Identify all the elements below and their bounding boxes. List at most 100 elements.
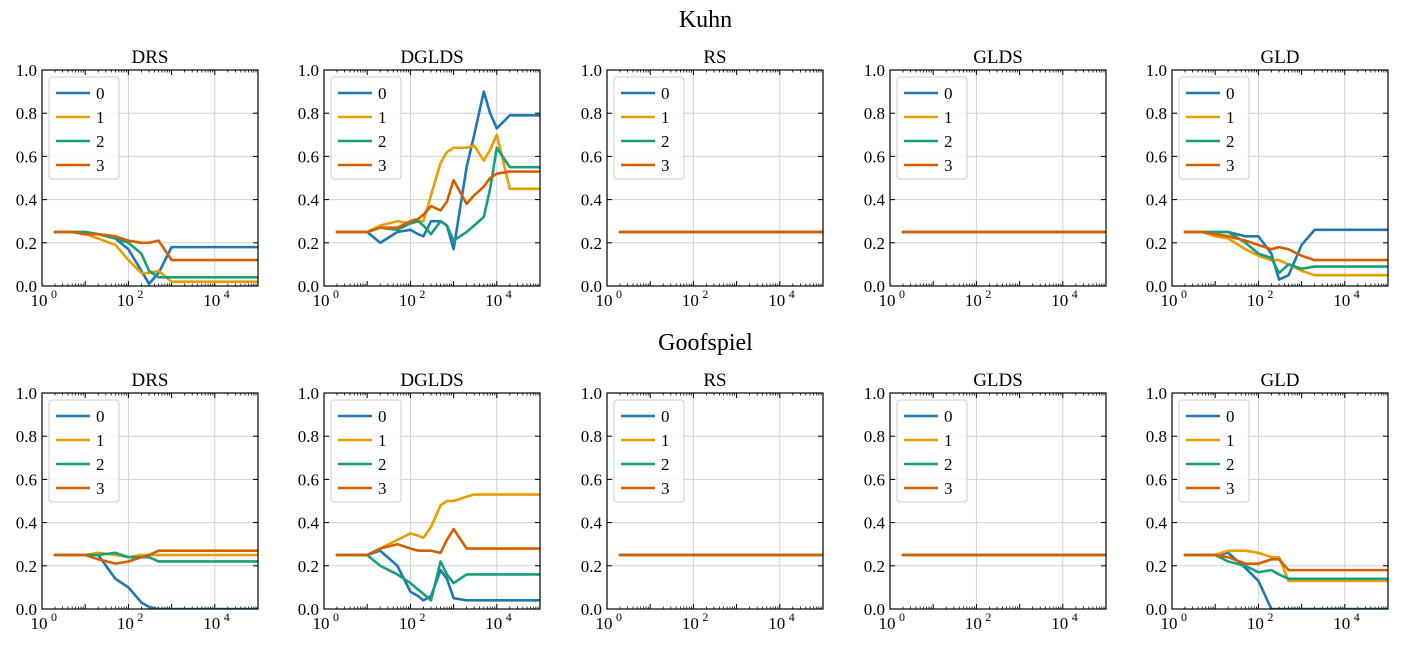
x-tick-label: 10 bbox=[31, 614, 48, 633]
legend-label-2: 2 bbox=[96, 132, 105, 151]
y-tick-label: 1.0 bbox=[1146, 384, 1167, 403]
x-tick-label: 10 bbox=[682, 614, 699, 633]
series-line-1 bbox=[335, 493, 540, 557]
x-tick-label: 10 bbox=[1333, 614, 1350, 633]
series-line-3 bbox=[335, 170, 540, 234]
legend-label-0: 0 bbox=[944, 84, 953, 103]
series-group bbox=[53, 230, 258, 286]
y-tick-label: 0.8 bbox=[581, 104, 602, 123]
x-tick-label: 10 bbox=[768, 291, 785, 310]
x-tick-label: 10 bbox=[596, 291, 613, 310]
x-tick-label: 10 bbox=[313, 614, 330, 633]
series-line-3 bbox=[53, 230, 258, 262]
y-tick-label: 0.0 bbox=[1146, 277, 1167, 296]
y-tick-label: 1.0 bbox=[16, 384, 37, 403]
legend-label-1: 1 bbox=[944, 431, 953, 450]
y-tick-label: 0.2 bbox=[16, 557, 37, 576]
legend-label-0: 0 bbox=[661, 407, 670, 426]
legend: 0 1 2 3 bbox=[613, 399, 685, 503]
series-group bbox=[335, 493, 540, 602]
x-tick-label: 10 bbox=[965, 291, 982, 310]
y-tick-label: 0.6 bbox=[298, 147, 319, 166]
x-tick-label-exponent: 0 bbox=[899, 287, 905, 301]
x-tick-label-exponent: 2 bbox=[137, 610, 143, 624]
series-line-2 bbox=[53, 230, 258, 279]
legend-label-2: 2 bbox=[1226, 132, 1235, 151]
legend-label-2: 2 bbox=[378, 455, 387, 474]
x-tick-label-exponent: 2 bbox=[1267, 610, 1273, 624]
legend-label-0: 0 bbox=[944, 407, 953, 426]
x-tick-label: 10 bbox=[1161, 291, 1178, 310]
x-tick-label: 10 bbox=[1247, 614, 1264, 633]
y-tick-label: 0.8 bbox=[298, 104, 319, 123]
x-tick-label-exponent: 2 bbox=[702, 287, 708, 301]
y-tick-label: 0.8 bbox=[1146, 427, 1167, 446]
legend: 0 1 2 3 bbox=[1178, 76, 1250, 180]
x-tick-label-exponent: 4 bbox=[789, 610, 795, 624]
x-tick-label-exponent: 0 bbox=[333, 287, 339, 301]
x-tick-label: 10 bbox=[1051, 614, 1068, 633]
y-tick-label: 0.2 bbox=[298, 234, 319, 253]
legend-label-2: 2 bbox=[661, 455, 670, 474]
y-tick-label: 0.2 bbox=[581, 234, 602, 253]
legend: 0 1 2 3 bbox=[896, 399, 968, 503]
legend-box bbox=[896, 399, 968, 503]
legend-label-2: 2 bbox=[944, 455, 953, 474]
y-tick-label: 0.4 bbox=[1146, 514, 1168, 533]
panel-frame bbox=[1171, 392, 1389, 610]
panel-title: RS bbox=[703, 370, 726, 391]
x-tick-label-exponent: 2 bbox=[1267, 287, 1273, 301]
legend-label-1: 1 bbox=[1226, 108, 1235, 127]
y-tick-label: 0.2 bbox=[864, 557, 885, 576]
legend-label-1: 1 bbox=[378, 431, 387, 450]
x-tick-label: 10 bbox=[1051, 291, 1068, 310]
x-tick-label: 10 bbox=[682, 291, 699, 310]
legend-label-0: 0 bbox=[96, 407, 105, 426]
panel-title: GLDS bbox=[973, 370, 1023, 391]
series-line-3 bbox=[335, 527, 540, 557]
legend-label-2: 2 bbox=[378, 132, 387, 151]
y-tick-label: 0.0 bbox=[16, 600, 37, 619]
y-tick-label: 0.0 bbox=[298, 600, 319, 619]
series-group bbox=[53, 549, 258, 609]
y-tick-label: 1.0 bbox=[298, 61, 319, 80]
y-tick-label: 0.6 bbox=[16, 470, 37, 489]
legend-label-1: 1 bbox=[1226, 431, 1235, 450]
legend-box bbox=[48, 399, 120, 503]
legend-box bbox=[613, 76, 685, 180]
y-tick-label: 0.4 bbox=[16, 191, 38, 210]
panel-title: DGLDS bbox=[400, 47, 463, 68]
y-tick-label: 0.0 bbox=[1146, 600, 1167, 619]
x-tick-label-exponent: 0 bbox=[899, 610, 905, 624]
legend-label-3: 3 bbox=[1226, 156, 1235, 175]
y-tick-label: 0.6 bbox=[1146, 147, 1167, 166]
x-tick-label-exponent: 4 bbox=[506, 610, 512, 624]
legend-label-2: 2 bbox=[96, 455, 105, 474]
x-tick-label: 10 bbox=[117, 291, 134, 310]
legend-label-2: 2 bbox=[944, 132, 953, 151]
y-tick-label: 0.2 bbox=[864, 234, 885, 253]
legend-label-0: 0 bbox=[1226, 84, 1235, 103]
x-tick-label-exponent: 4 bbox=[1072, 287, 1078, 301]
series-group bbox=[1183, 549, 1388, 609]
x-tick-label-exponent: 4 bbox=[789, 287, 795, 301]
legend-label-1: 1 bbox=[96, 108, 105, 127]
legend-label-2: 2 bbox=[661, 132, 670, 151]
legend-box bbox=[1178, 76, 1250, 180]
x-tick-label-exponent: 2 bbox=[985, 287, 991, 301]
legend-label-0: 0 bbox=[378, 407, 387, 426]
legend-label-3: 3 bbox=[1226, 479, 1235, 498]
legend-label-3: 3 bbox=[661, 479, 670, 498]
x-tick-label-exponent: 2 bbox=[985, 610, 991, 624]
legend-label-3: 3 bbox=[378, 156, 387, 175]
legend-label-3: 3 bbox=[96, 156, 105, 175]
x-tick-label: 10 bbox=[203, 291, 220, 310]
legend-box bbox=[896, 76, 968, 180]
x-tick-label: 10 bbox=[203, 614, 220, 633]
series-line-1 bbox=[335, 133, 540, 234]
x-tick-label-exponent: 0 bbox=[333, 610, 339, 624]
y-tick-label: 1.0 bbox=[581, 384, 602, 403]
